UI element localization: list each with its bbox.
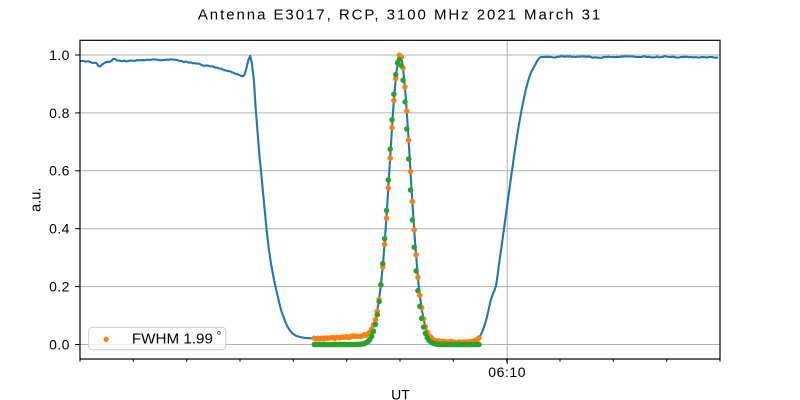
svg-text:UT: UT xyxy=(391,387,410,400)
svg-text:1.0: 1.0 xyxy=(49,47,70,63)
svg-text:0.4: 0.4 xyxy=(49,221,70,237)
svg-text:0.0: 0.0 xyxy=(49,336,70,352)
svg-text:Antenna E3017, RCP, 3100 MHz 2: Antenna E3017, RCP, 3100 MHz 2021 March … xyxy=(198,7,602,24)
svg-text:FWHM 1.99 °: FWHM 1.99 ° xyxy=(132,329,222,347)
svg-text:0.2: 0.2 xyxy=(49,279,70,295)
svg-text:0.8: 0.8 xyxy=(49,105,70,121)
svg-text:0.6: 0.6 xyxy=(49,163,70,179)
svg-text:a.u.: a.u. xyxy=(29,188,45,212)
svg-text:06:10: 06:10 xyxy=(488,364,526,380)
